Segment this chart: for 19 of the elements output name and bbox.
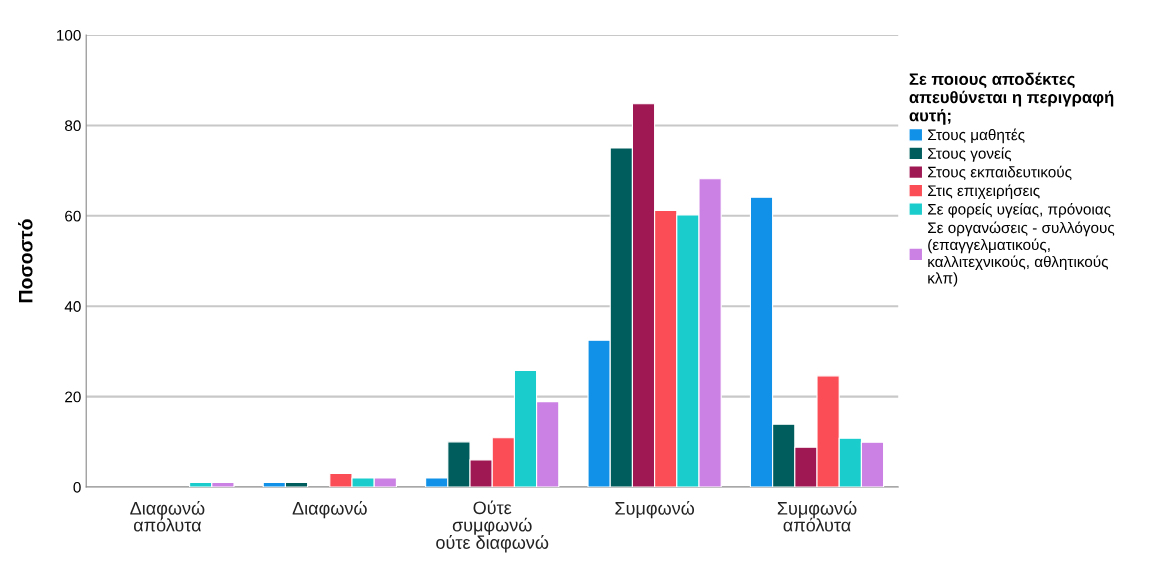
y-tick-label: 20 bbox=[65, 391, 81, 403]
x-tick-label: Διαφωνώ bbox=[292, 500, 367, 519]
y-axis-title: Ποσοστό bbox=[18, 219, 33, 303]
x-tick-label: Συμφωνώ απόλυτα bbox=[777, 500, 857, 532]
legend-label: Σε φορείς υγείας, πρόνοιας bbox=[928, 202, 1111, 218]
legend-label: Στους εκπαιδευτικούς bbox=[928, 165, 1072, 180]
legend-title: Σε ποιους αποδέκτες απευθύνεται η περιγραφή αυτή; bbox=[909, 72, 1114, 125]
legend-label: Στους γονείς bbox=[928, 147, 1012, 162]
y-tick-label: 0 bbox=[73, 481, 81, 493]
legend-label: Στους μαθητές bbox=[928, 128, 1025, 144]
y-tick-label: 80 bbox=[65, 120, 81, 132]
y-tick-label: 40 bbox=[64, 301, 81, 312]
x-tick-label: Διαφωνώ απόλυτα bbox=[130, 500, 205, 532]
legend-label: Σε οργανώσεις - συλλόγους (επαγγελματικούς, καλλιτεχνικούς, αθλητικούς κλπ) bbox=[928, 221, 1115, 287]
y-tick-label: 100 bbox=[57, 29, 81, 41]
x-tick-label: Συμφωνώ bbox=[615, 500, 695, 519]
legend-label: Στις επιχειρήσεις bbox=[928, 184, 1040, 200]
x-tick-label: Ούτε συμφωνώ ούτε διαφωνώ bbox=[436, 500, 549, 553]
y-tick-label: 60 bbox=[65, 210, 81, 222]
